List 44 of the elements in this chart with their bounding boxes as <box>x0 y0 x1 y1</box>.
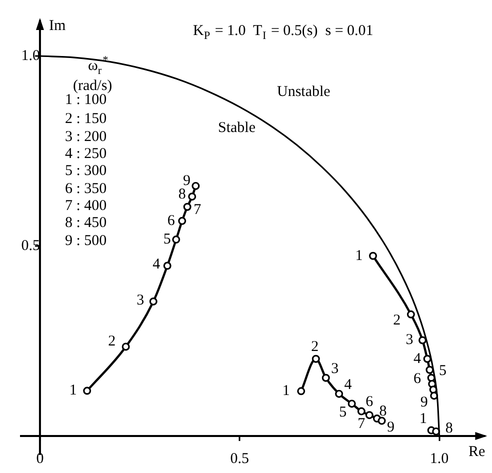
annotation: 3 <box>406 332 414 348</box>
annotation: 2 <box>108 334 116 350</box>
annotation: 8 : 450 <box>65 214 107 231</box>
x-tick-label: 1.0 <box>430 450 449 467</box>
annotation: 3 : 200 <box>65 128 107 145</box>
annotation: 9 <box>387 420 395 436</box>
annotation: 7 : 400 <box>65 198 107 214</box>
annotation: 7 <box>194 202 202 218</box>
annotation: 6 <box>414 370 422 387</box>
annotation: 8 <box>379 403 387 420</box>
annotation: 5 <box>339 404 347 421</box>
x-tick-label: 0.5 <box>230 450 249 467</box>
annotation: 8 <box>445 420 453 436</box>
x-tick-label: 0 <box>36 450 44 467</box>
annotation: 4 <box>414 350 422 367</box>
annotation: 9 <box>420 394 428 411</box>
annotation: 1 <box>420 411 428 428</box>
annotation: 3 <box>331 360 339 377</box>
annotation: (rad/s) <box>73 78 112 94</box>
annotation: 6 <box>167 212 176 229</box>
annotation: Unstable <box>277 84 331 100</box>
annotation: 7 <box>358 416 366 432</box>
annotation: 1 <box>69 382 77 399</box>
annotation: 2 <box>393 312 401 328</box>
annotation: 6 : 350 <box>65 180 107 197</box>
annotation: 1 <box>282 383 290 400</box>
annotation: 6 <box>366 394 374 410</box>
annotation: 4 <box>152 256 161 273</box>
annotation: 1 <box>355 248 363 264</box>
annotation: 5 <box>163 231 171 248</box>
annotation: 5 : 300 <box>65 162 107 179</box>
annotation: 4 <box>344 376 352 393</box>
annotation: 2 : 150 <box>65 110 107 127</box>
annotation: 1 : 100 <box>65 92 107 108</box>
annotation: 3 <box>136 292 144 308</box>
annotation: 2 <box>311 338 319 355</box>
annotation: 9 : 500 <box>65 232 107 249</box>
y-axis-title: Im <box>48 18 66 34</box>
annotation: 8 <box>178 186 186 203</box>
x-axis-title: Re <box>468 444 486 460</box>
annotation: 9 <box>182 172 190 189</box>
annotation: 4 : 250 <box>65 146 107 162</box>
annotation: Stable <box>218 120 256 136</box>
annotation: 5 <box>438 362 446 379</box>
